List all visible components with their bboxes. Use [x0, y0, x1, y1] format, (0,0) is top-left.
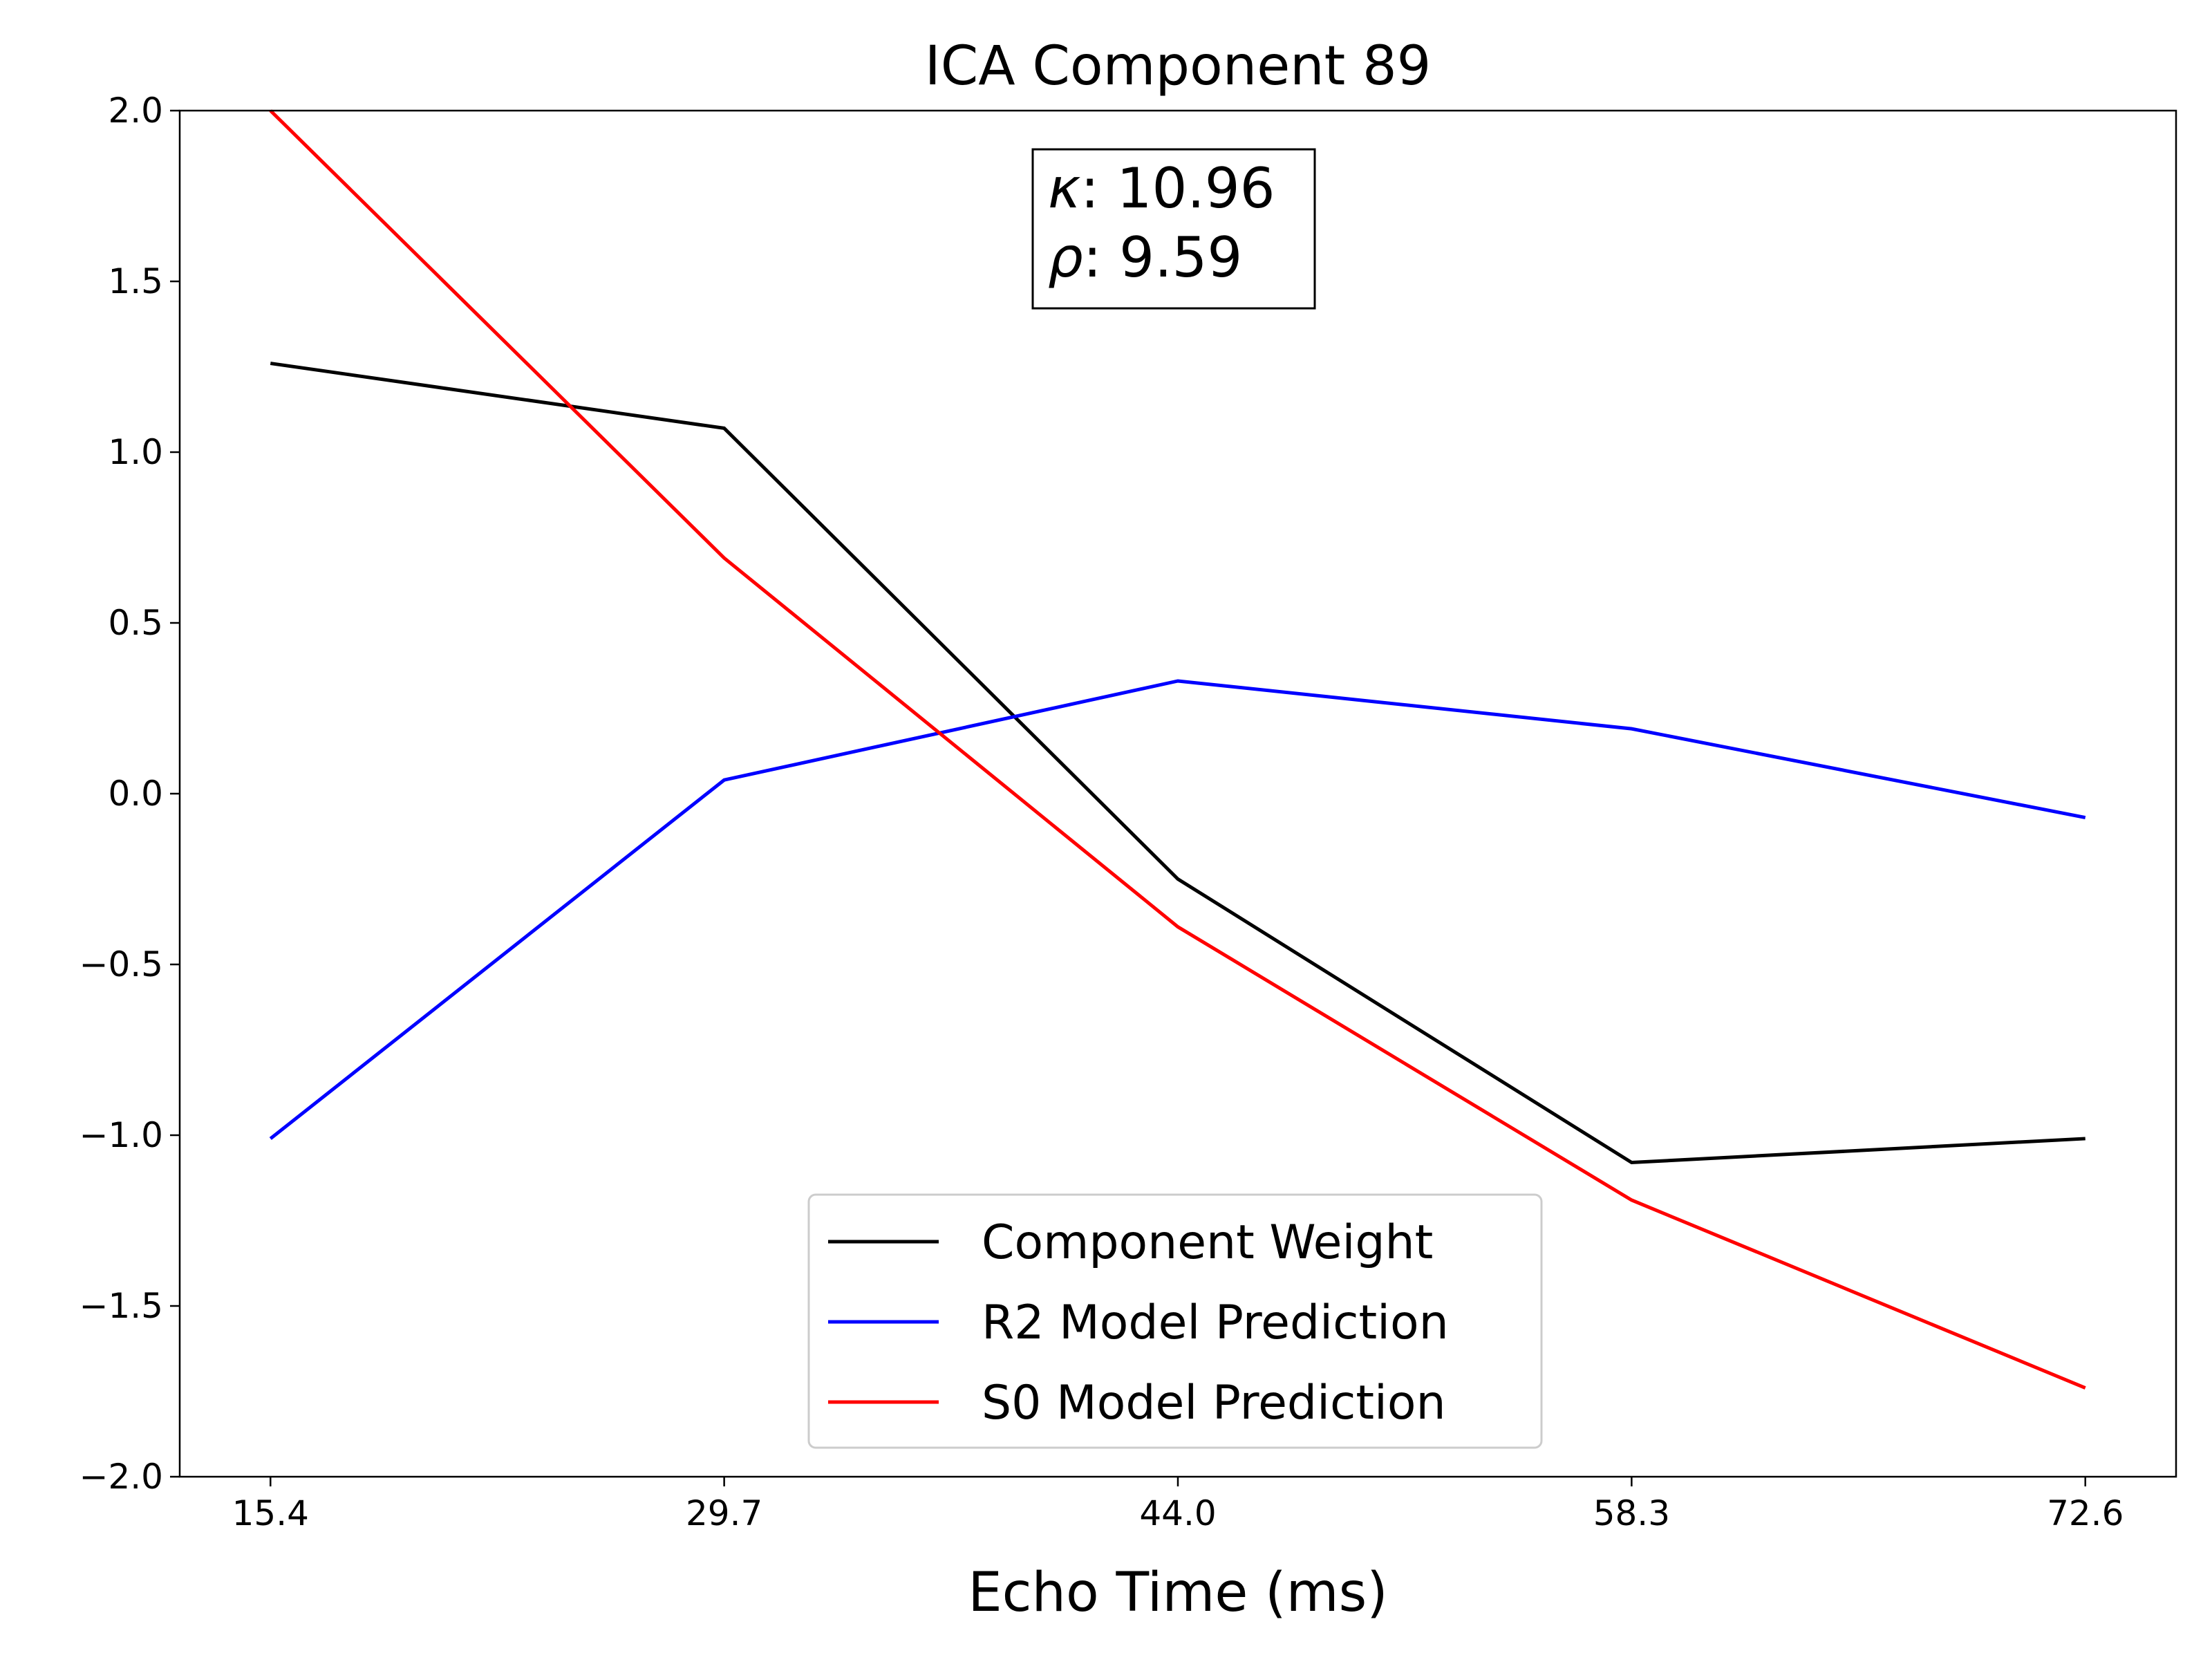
- y-tick-label: −1.0: [79, 1115, 163, 1155]
- annotation-box: [1031, 148, 1316, 310]
- rho-symbol: ρ: [1048, 225, 1083, 290]
- y-tick-label: 2.0: [108, 91, 163, 131]
- legend-box: [807, 1193, 1543, 1449]
- legend-entries: Component Weight R2 Model Prediction S0 Mo…: [828, 1215, 1449, 1430]
- y-tick-label: 1.0: [108, 432, 163, 472]
- y-tick-label: 1.5: [108, 261, 163, 301]
- x-tick-label: 72.6: [2047, 1493, 2124, 1533]
- legend: Component Weight R2 Model Prediction S0 Mo…: [807, 1193, 1543, 1449]
- x-tick-label: 15.4: [232, 1493, 309, 1533]
- chart-title: ICA Component 89: [925, 35, 1432, 97]
- y-axis: −2.0 −1.5 −1.0 −0.5 0.0 0.5 1.0 1.5 2.0: [79, 91, 180, 1497]
- y-tick-label: −2.0: [79, 1457, 163, 1497]
- kappa-value: : 10.96: [1080, 156, 1275, 221]
- x-tick-label: 44.0: [1139, 1493, 1216, 1533]
- rho-value: : 9.59: [1083, 225, 1243, 290]
- series-layer: [269, 109, 2086, 1390]
- kappa-annotation: κ: 10.96: [1048, 156, 1275, 221]
- y-tick-label: −1.5: [79, 1286, 163, 1326]
- y-tick-label: −0.5: [79, 944, 163, 984]
- y-tick-label: 0.0: [108, 774, 163, 814]
- x-axis: 15.4 29.7 44.0 58.3 72.6: [232, 1477, 2124, 1533]
- x-tick-label: 29.7: [686, 1493, 762, 1533]
- y-tick-label: 0.5: [108, 603, 163, 643]
- series-line-2: [269, 679, 2086, 1140]
- legend-label: S0 Model Prediction: [982, 1376, 1446, 1430]
- kappa-rho-annotation: κ: 10.96 ρ: 9.59: [1031, 148, 1316, 310]
- x-tick-label: 58.3: [1593, 1493, 1670, 1533]
- legend-label: Component Weight: [982, 1215, 1433, 1270]
- x-axis-label: Echo Time (ms): [968, 1562, 1387, 1624]
- legend-label: R2 Model Prediction: [982, 1296, 1449, 1350]
- series-line-3: [269, 109, 2086, 1390]
- rho-annotation: ρ: 9.59: [1048, 225, 1242, 290]
- kappa-symbol: κ: [1048, 156, 1080, 221]
